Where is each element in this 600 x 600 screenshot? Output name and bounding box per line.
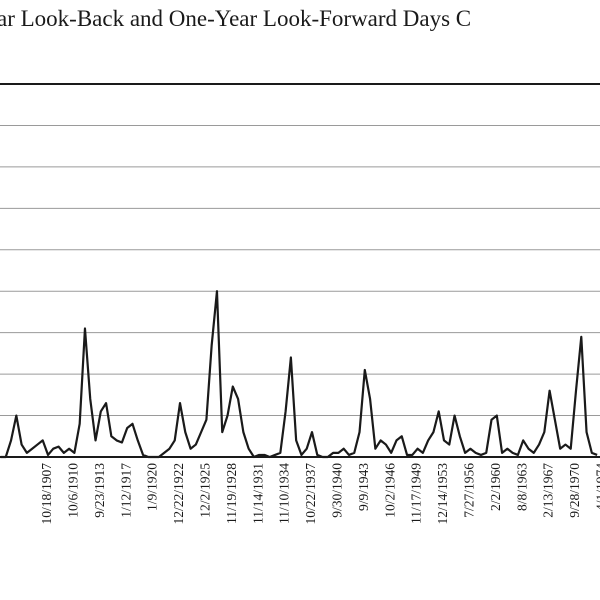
x-tick-label: 7/27/1956 <box>461 463 476 518</box>
chart-title: ar Look-Back and One-Year Look-Forward D… <box>0 6 471 31</box>
x-tick-label: 12/14/1953 <box>435 463 450 525</box>
x-tick-label: 12/2/1925 <box>197 463 212 518</box>
x-tick-label: 1/9/1920 <box>145 463 160 511</box>
x-tick-label: 11/10/1934 <box>277 463 292 524</box>
x-tick-label: 9/9/1943 <box>356 463 371 511</box>
x-tick-label: 2/13/1967 <box>541 463 556 518</box>
x-tick-label: 1/12/1917 <box>118 463 133 518</box>
data-line <box>0 290 598 459</box>
x-tick-label: 2/2/1960 <box>488 463 503 511</box>
x-tick-label: 11/14/1931 <box>250 463 265 524</box>
x-tick-label: 9/28/1970 <box>567 463 582 518</box>
x-tick-label: 9/23/1913 <box>92 463 107 518</box>
x-tick-label: 10/22/1937 <box>303 463 318 525</box>
x-tick-label: 9/30/1940 <box>329 463 344 518</box>
x-tick-label: 10/2/1946 <box>382 463 397 518</box>
x-tick-label: 10/18/1907 <box>39 463 54 525</box>
x-tick-label: 10/6/1910 <box>65 463 80 518</box>
x-tick-label: 12/22/1922 <box>171 463 186 525</box>
x-tick-label: 11/17/1949 <box>409 463 424 524</box>
x-tick-label: 8/8/1963 <box>514 463 529 511</box>
x-tick-label: 4/1/1974 <box>593 463 600 511</box>
x-tick-label: 11/19/1928 <box>224 463 239 524</box>
